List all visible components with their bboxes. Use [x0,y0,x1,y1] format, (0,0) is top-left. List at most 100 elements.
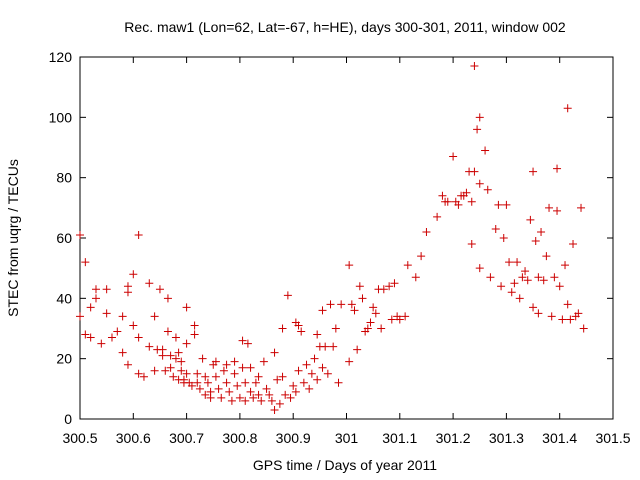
data-point [523,276,532,285]
data-point [526,215,535,224]
data-point [235,393,244,402]
data-point [171,354,180,363]
data-point [150,366,159,375]
data-point [395,315,404,324]
data-point [129,321,138,330]
data-point [171,333,180,342]
data-point [134,333,143,342]
data-point [566,315,575,324]
data-point [251,378,260,387]
data-point [491,224,500,233]
data-point [278,372,287,381]
data-point [249,393,258,402]
data-point [377,324,386,333]
data-point [211,357,220,366]
data-point [81,258,90,267]
data-point [531,237,540,246]
data-point [462,188,471,197]
data-point [350,306,359,315]
data-point [163,294,172,303]
data-point [302,360,311,369]
data-point [169,372,178,381]
data-point [270,348,279,357]
data-point [547,312,556,321]
x-axis-label: GPS time / Days of year 2011 [253,457,437,473]
data-point [294,321,303,330]
data-point [443,197,452,206]
data-point [299,378,308,387]
data-point [321,342,330,351]
data-point [289,381,298,390]
data-point [467,197,476,206]
data-point [166,351,175,360]
data-point [86,333,95,342]
data-point [113,327,122,336]
data-point [86,303,95,312]
data-point [230,369,239,378]
data-point [241,396,250,405]
data-point [150,312,159,321]
data-point [230,357,239,366]
data-point [449,152,458,161]
data-point [563,300,572,309]
data-point [145,342,154,351]
data-point [238,363,247,372]
data-point [123,360,132,369]
chart-title: Rec. maw1 (Lon=62, Lat=-67, h=HE), days … [124,19,566,35]
data-point [307,369,316,378]
data-point [222,360,231,369]
data-point [182,303,191,312]
data-point [118,348,127,357]
data-point [305,384,314,393]
data-point [254,390,263,399]
data-point [486,273,495,282]
data-point [267,396,276,405]
data-point [390,279,399,288]
plot-area: 300.5 300.6 300.7 300.8 300.9 301 301.1 301.2 30… [49,49,631,446]
data-point [475,264,484,273]
data-point [518,273,527,282]
data-point [438,191,447,200]
data-point [246,363,255,372]
data-point [158,351,167,360]
data-point [467,240,476,249]
data-point [225,387,234,396]
data-point [91,285,100,294]
y-axis-label: STEC from uqrg / TECUs [5,159,21,317]
data-point [563,104,572,113]
data-point [558,315,567,324]
data-point [254,372,263,381]
data-point [417,252,426,261]
data-point [497,282,506,291]
data-point [193,369,202,378]
data-point [219,366,228,375]
data-point [326,300,335,309]
data-point [233,381,242,390]
data-point [537,227,546,236]
data-point [195,384,204,393]
data-point [358,294,367,303]
y-tick-label: 80 [56,170,72,186]
data-point [182,369,191,378]
data-point [102,285,111,294]
data-point [278,324,287,333]
data-point [323,369,332,378]
y-tick-label: 20 [56,351,72,367]
y-tick-label: 60 [56,230,72,246]
data-point [363,324,372,333]
data-point [243,339,252,348]
data-point [166,363,175,372]
data-point [201,372,210,381]
data-point [473,125,482,134]
x-tick-label: 301 [335,430,359,446]
data-point [294,366,303,375]
x-tick-label: 301.3 [489,430,524,446]
data-point [281,390,290,399]
data-point [579,324,588,333]
data-point [569,240,578,249]
data-point [387,315,396,324]
data-point [502,200,511,209]
data-point [198,354,207,363]
data-point [201,390,210,399]
data-point [542,252,551,261]
